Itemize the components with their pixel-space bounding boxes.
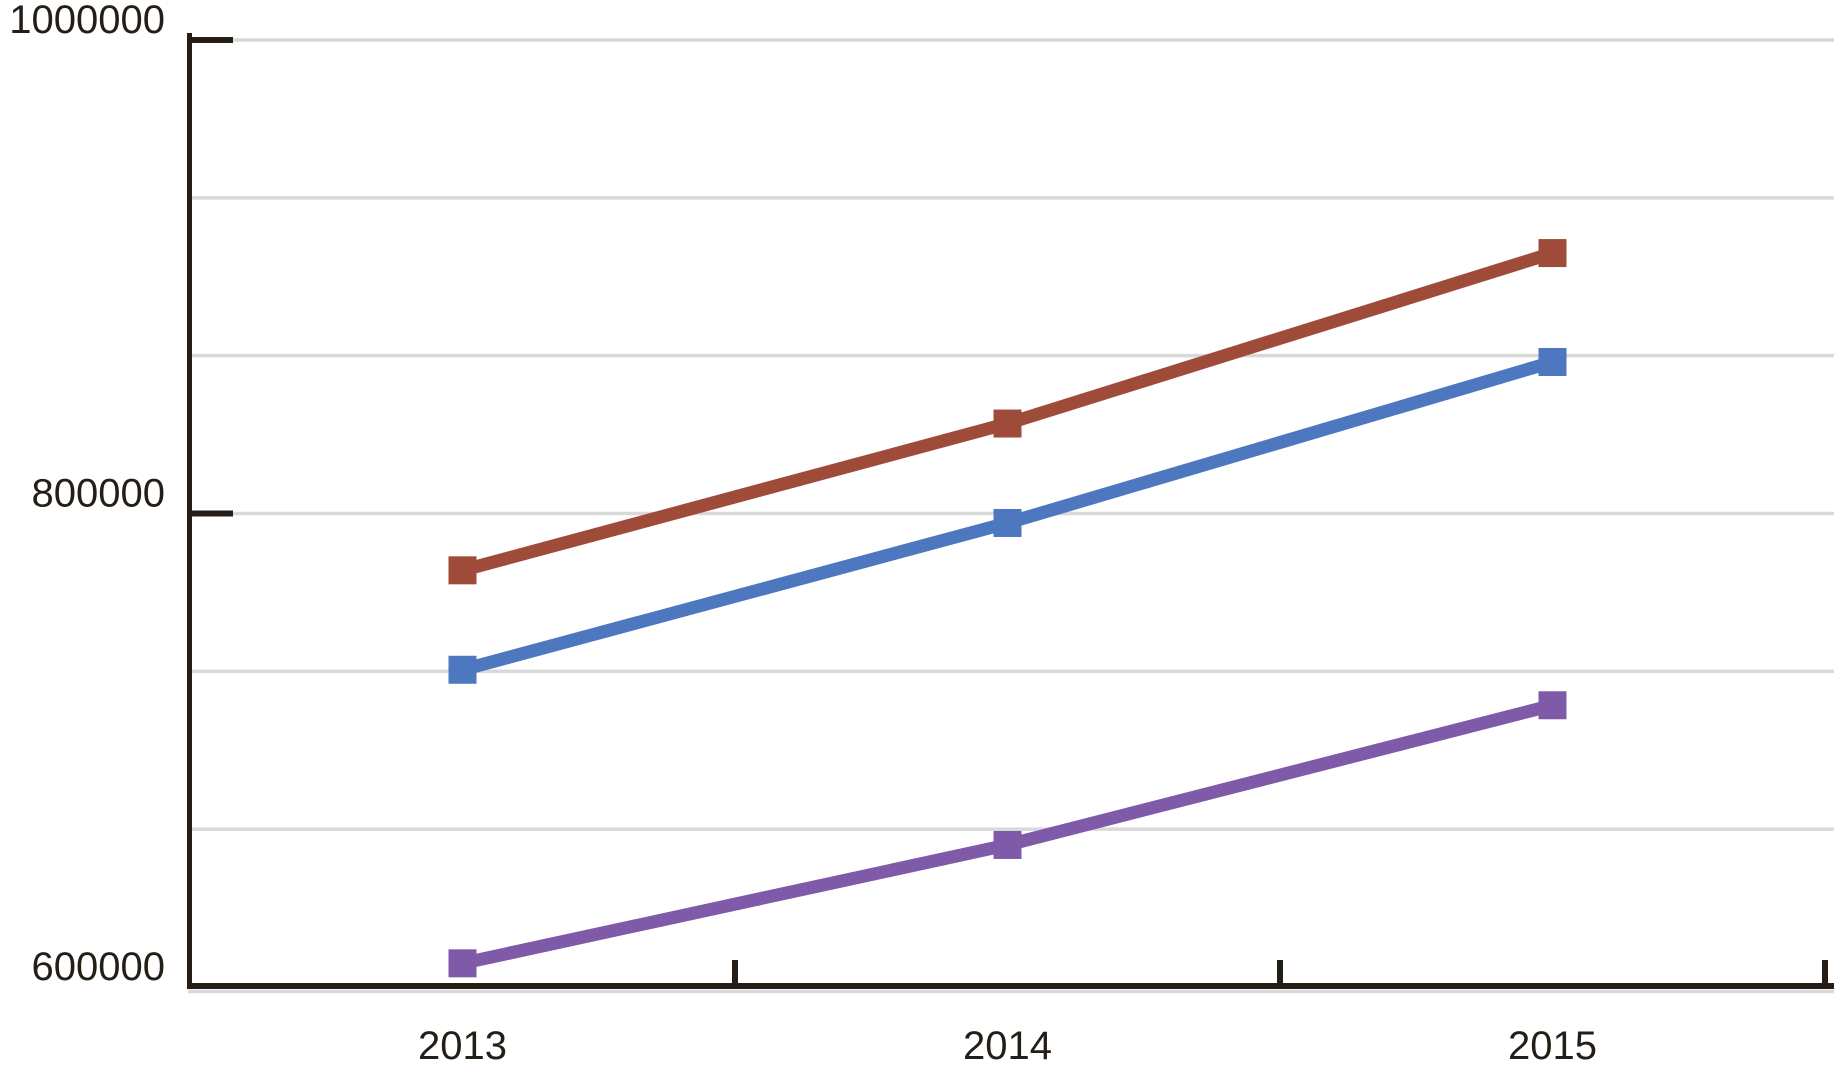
blue-series-marker-2014 — [993, 508, 1022, 537]
red-series-marker-2013 — [448, 556, 477, 585]
x-tick-label: 2013 — [418, 1024, 507, 1068]
x-tick-label: 2014 — [963, 1024, 1052, 1068]
purple-series-marker-2015 — [1538, 691, 1567, 720]
y-tick-label: 600000 — [32, 945, 165, 989]
blue-series-marker-2013 — [448, 655, 477, 684]
blue-series-marker-2015 — [1538, 347, 1567, 376]
red-series-marker-2015 — [1538, 239, 1567, 268]
purple-series-marker-2014 — [993, 830, 1022, 859]
y-tick-label: 1000000 — [9, 0, 165, 42]
red-series-marker-2014 — [993, 409, 1022, 438]
x-tick-label: 2015 — [1508, 1024, 1597, 1068]
y-tick-label: 800000 — [32, 472, 165, 516]
purple-series-marker-2013 — [448, 949, 477, 978]
